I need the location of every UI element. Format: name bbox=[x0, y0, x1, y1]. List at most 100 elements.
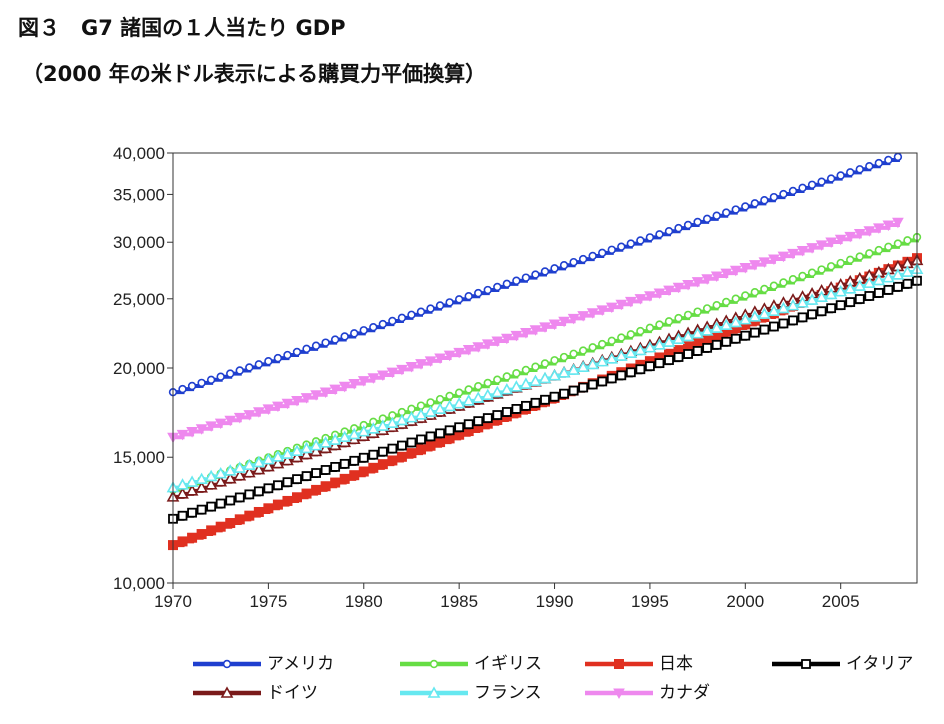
data-point bbox=[643, 340, 657, 353]
data-point bbox=[874, 158, 884, 168]
data-point bbox=[474, 288, 483, 298]
data-point bbox=[253, 506, 264, 517]
data-point bbox=[520, 328, 532, 339]
data-point bbox=[826, 262, 836, 271]
data-point bbox=[722, 297, 731, 307]
data-point bbox=[319, 441, 332, 454]
data-point bbox=[672, 282, 685, 294]
data-point bbox=[177, 510, 188, 521]
data-point bbox=[377, 446, 388, 457]
data-point bbox=[577, 311, 590, 322]
data-point bbox=[588, 251, 597, 261]
data-point bbox=[788, 275, 798, 284]
data-point bbox=[702, 214, 712, 224]
data-point bbox=[883, 284, 894, 295]
data-point bbox=[806, 243, 818, 254]
data-point bbox=[196, 504, 207, 515]
data-point bbox=[414, 408, 428, 420]
data-point bbox=[826, 174, 836, 183]
data-point bbox=[454, 388, 464, 397]
data-point bbox=[681, 329, 695, 342]
data-point bbox=[748, 310, 762, 322]
data-point bbox=[777, 301, 790, 314]
data-point bbox=[730, 333, 741, 344]
data-point bbox=[311, 484, 322, 495]
data-point bbox=[540, 359, 550, 368]
data-point bbox=[272, 401, 284, 413]
data-point bbox=[223, 472, 237, 484]
chart-title: 図３ G7 諸国の１人当たり GDP bbox=[18, 16, 346, 40]
data-point bbox=[836, 171, 845, 180]
data-point bbox=[741, 202, 750, 211]
data-point bbox=[777, 251, 790, 263]
data-point bbox=[396, 451, 407, 462]
data-point bbox=[636, 236, 645, 245]
data-point bbox=[635, 364, 646, 375]
data-point bbox=[607, 245, 616, 254]
y-tick-label: 15,000 bbox=[113, 448, 165, 467]
data-point bbox=[596, 305, 609, 316]
data-point bbox=[178, 384, 187, 394]
legend-item: アメリカ bbox=[193, 654, 334, 674]
data-point bbox=[426, 304, 435, 313]
data-point bbox=[234, 514, 245, 525]
data-point bbox=[760, 284, 769, 294]
data-point bbox=[406, 437, 417, 448]
data-point bbox=[386, 416, 399, 429]
data-point bbox=[798, 271, 807, 281]
data-point bbox=[613, 688, 625, 700]
data-point bbox=[691, 277, 704, 288]
data-point bbox=[223, 464, 237, 476]
x-tick-label: 1995 bbox=[631, 592, 669, 611]
data-point bbox=[282, 495, 293, 506]
data-point bbox=[319, 387, 332, 398]
data-point bbox=[801, 659, 811, 669]
series-0 bbox=[168, 152, 903, 397]
data-point bbox=[452, 396, 466, 409]
data-point bbox=[674, 313, 683, 323]
data-point bbox=[416, 401, 426, 410]
data-point bbox=[214, 475, 228, 487]
data-point bbox=[788, 315, 798, 326]
data-point bbox=[330, 477, 341, 488]
data-point bbox=[586, 357, 600, 370]
data-point bbox=[768, 254, 780, 266]
data-point bbox=[387, 443, 398, 454]
data-point bbox=[416, 307, 426, 316]
data-point bbox=[320, 481, 331, 492]
legend-item: イタリア bbox=[772, 654, 913, 674]
data-point bbox=[588, 343, 597, 352]
data-point bbox=[225, 495, 236, 506]
data-point bbox=[569, 349, 578, 358]
data-point bbox=[815, 290, 828, 303]
data-point bbox=[645, 323, 655, 333]
data-point bbox=[597, 376, 608, 387]
data-point bbox=[462, 394, 476, 406]
data-point bbox=[281, 447, 294, 459]
data-point bbox=[531, 270, 540, 279]
data-point bbox=[435, 301, 445, 310]
data-point bbox=[378, 319, 388, 329]
data-point bbox=[692, 346, 703, 356]
data-point bbox=[491, 336, 504, 348]
data-point bbox=[319, 436, 332, 448]
data-point bbox=[567, 363, 580, 375]
data-point bbox=[901, 265, 914, 277]
data-point bbox=[301, 488, 312, 499]
data-point bbox=[824, 287, 838, 300]
y-tick-label: 30,000 bbox=[113, 233, 165, 252]
data-point bbox=[511, 404, 522, 414]
data-point bbox=[721, 336, 732, 347]
data-point bbox=[578, 382, 589, 393]
data-point bbox=[779, 189, 788, 199]
data-point bbox=[605, 352, 619, 364]
data-point bbox=[559, 352, 569, 362]
data-point bbox=[349, 455, 360, 466]
data-point bbox=[443, 399, 456, 412]
data-point bbox=[702, 334, 713, 345]
data-point bbox=[892, 217, 904, 229]
data-point bbox=[891, 268, 905, 280]
data-point bbox=[834, 284, 848, 297]
data-point bbox=[309, 438, 323, 451]
data-point bbox=[396, 364, 408, 376]
